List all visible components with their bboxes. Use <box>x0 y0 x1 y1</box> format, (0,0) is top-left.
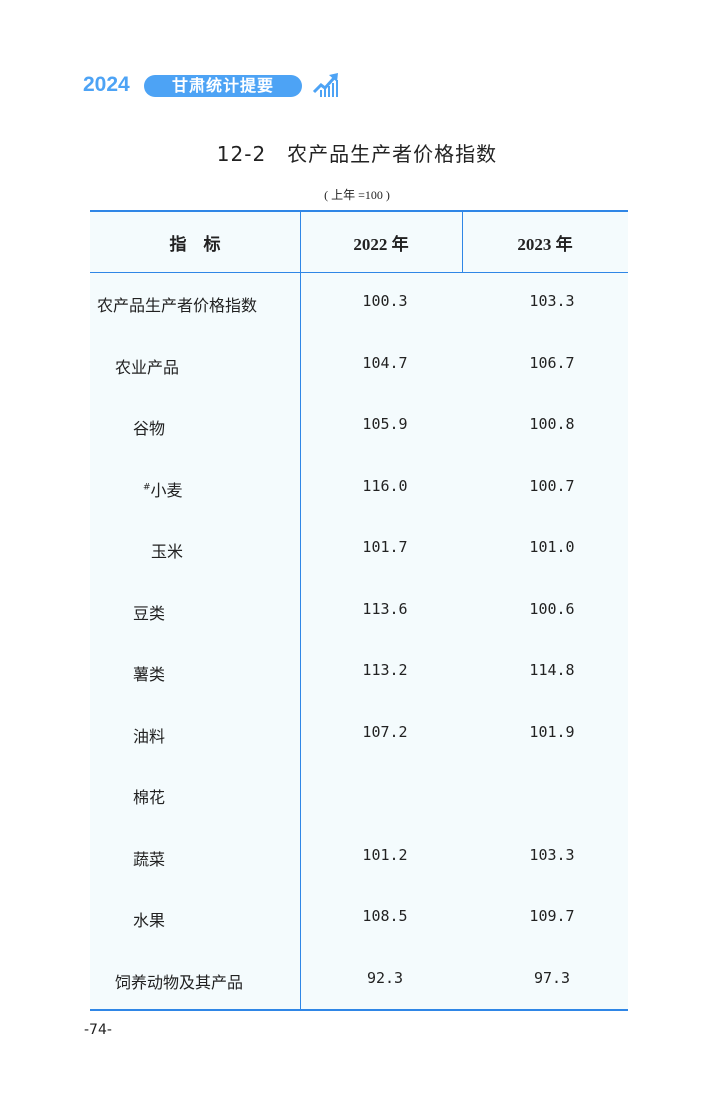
value-2023: 101.0 <box>529 538 575 556</box>
row-label-text: 蔬菜 <box>133 849 166 869</box>
value-2022: 104.7 <box>362 353 408 372</box>
row-label-text: 玉米 <box>151 542 184 561</box>
header-indicator: 指 标 <box>169 235 221 254</box>
value-2023: 100.7 <box>529 476 575 495</box>
value-2023: 109.7 <box>529 907 575 925</box>
row-label: 水果 <box>133 907 165 931</box>
row-label-text: 农业产品 <box>115 357 180 377</box>
header-2022: 2022 年 <box>353 235 409 254</box>
value-2022: 101.2 <box>362 845 408 864</box>
table-row: 水果 108.5 109.7 <box>90 907 628 937</box>
value-2022: 92.3 <box>366 968 404 987</box>
column-divider <box>300 212 301 1009</box>
table-row: 玉米 101.7 101.0 <box>90 538 628 568</box>
value-2022: 101.7 <box>362 538 408 556</box>
value-2023: 103.3 <box>529 292 575 310</box>
value-2023: 101.9 <box>529 722 575 741</box>
header-2023: 2023 年 <box>517 235 573 254</box>
page-title: 12-2 农产品生产者价格指数 <box>216 142 498 166</box>
column-divider <box>462 212 463 272</box>
value-2023: 97.3 <box>533 968 571 987</box>
table-row: 饲养动物及其产品 92.3 97.3 <box>90 969 628 999</box>
value-2023: 106.7 <box>529 353 575 372</box>
row-label: 农业产品 <box>115 354 179 378</box>
table-row: #小麦 116.0 100.7 <box>90 477 628 507</box>
row-label-text: 小麦 <box>150 480 183 500</box>
row-label-text: 薯类 <box>133 665 166 684</box>
value-2023: 103.3 <box>529 845 575 864</box>
table-row: 油料 107.2 101.9 <box>90 723 628 753</box>
row-label: #小麦 <box>143 477 183 501</box>
value-2023: 100.8 <box>529 415 575 433</box>
row-label: 农产品生产者价格指数 <box>97 292 257 316</box>
chart-trend-up-icon <box>312 73 338 97</box>
table-row: 棉花 <box>90 784 628 814</box>
price-index-table: 指 标 2022 年 2023 年 农产品生产者价格指数 100.3 103.3… <box>90 210 628 1011</box>
table-row: 豆类 113.6 100.6 <box>90 600 628 630</box>
table-row: 薯类 113.2 114.8 <box>90 661 628 691</box>
row-label-text: 谷物 <box>133 419 166 438</box>
value-2022: 105.9 <box>362 415 408 433</box>
row-label-text: 豆类 <box>133 603 166 623</box>
table-row: 农产品生产者价格指数 100.3 103.3 <box>90 292 628 322</box>
value-2023: 114.8 <box>529 661 575 679</box>
unit-note: ( 上年 =100 ) <box>324 188 390 202</box>
row-label-text: 饲养动物及其产品 <box>115 972 244 992</box>
row-label: 油料 <box>133 723 165 747</box>
row-mark: # <box>143 482 151 493</box>
row-label: 薯类 <box>133 661 165 685</box>
value-2022: 108.5 <box>362 907 408 925</box>
table-row: 农业产品 104.7 106.7 <box>90 354 628 384</box>
value-2022: 113.2 <box>362 661 408 679</box>
header-rule <box>90 272 628 273</box>
book-year: 2024 <box>83 73 130 96</box>
table-row: 谷物 105.9 100.8 <box>90 415 628 445</box>
row-label-text: 水果 <box>133 911 166 930</box>
value-2022: 116.0 <box>362 476 408 495</box>
value-2022: 107.2 <box>362 722 408 741</box>
row-label-text: 油料 <box>133 726 166 746</box>
row-label: 谷物 <box>133 415 165 439</box>
row-label-text: 棉花 <box>133 788 166 807</box>
row-label: 豆类 <box>133 600 165 624</box>
value-2022: 100.3 <box>362 292 408 310</box>
row-label-text: 农产品生产者价格指数 <box>97 296 258 315</box>
row-label: 棉花 <box>133 784 165 808</box>
page-number: -74- <box>84 1022 112 1038</box>
value-2023: 100.6 <box>529 599 575 618</box>
row-label: 饲养动物及其产品 <box>115 969 243 993</box>
row-label: 玉米 <box>151 538 183 562</box>
row-label: 蔬菜 <box>133 846 165 870</box>
table-row: 蔬菜 101.2 103.3 <box>90 846 628 876</box>
value-2022: 113.6 <box>362 599 408 618</box>
book-title-badge: 甘肃统计提要 <box>144 75 302 97</box>
